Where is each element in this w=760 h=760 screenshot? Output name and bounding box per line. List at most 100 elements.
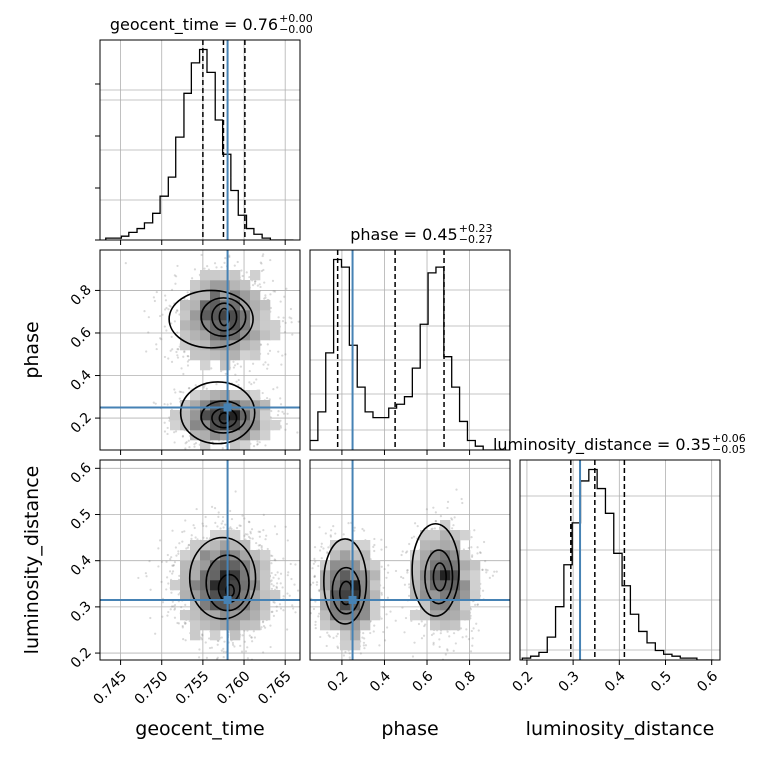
sample-point xyxy=(170,556,173,559)
sample-point xyxy=(152,401,155,404)
sample-point xyxy=(250,636,253,639)
sample-point xyxy=(241,514,244,517)
sample-point xyxy=(279,572,283,575)
sample-point xyxy=(180,606,183,609)
sample-point xyxy=(205,656,209,659)
sample-point xyxy=(190,247,192,249)
density-cell xyxy=(260,570,271,581)
density-cell xyxy=(250,550,261,561)
sample-point xyxy=(439,632,442,635)
sample-point xyxy=(169,349,172,352)
sample-point xyxy=(252,362,255,365)
sample-point xyxy=(234,490,237,493)
sample-point xyxy=(380,593,383,596)
sample-point xyxy=(258,543,262,547)
sample-point xyxy=(249,530,252,533)
sample-point xyxy=(314,620,317,623)
sample-point xyxy=(277,577,280,580)
density-cell xyxy=(220,280,231,291)
sample-point xyxy=(279,582,282,585)
sample-point xyxy=(200,253,203,257)
sample-point xyxy=(270,409,273,413)
sample-point xyxy=(300,672,302,674)
sample-point xyxy=(250,636,253,639)
sample-point xyxy=(215,266,218,269)
sample-point xyxy=(417,622,421,626)
sample-point xyxy=(290,577,293,581)
sample-point xyxy=(190,537,193,540)
sample-point xyxy=(264,296,267,299)
sample-point xyxy=(194,441,198,445)
sample-point xyxy=(175,275,178,278)
density-cell xyxy=(200,330,211,341)
sample-point xyxy=(177,593,180,596)
sample-point xyxy=(318,549,322,552)
density-cell xyxy=(190,290,201,301)
joint-panel-geocent_time-vs-phase xyxy=(95,247,301,455)
sample-point xyxy=(461,501,464,505)
sample-point xyxy=(244,650,248,653)
sample-point xyxy=(232,661,234,663)
sample-point xyxy=(256,284,259,287)
density-contour xyxy=(200,297,247,337)
sample-point xyxy=(203,384,206,387)
density-cell xyxy=(210,300,221,311)
sample-point xyxy=(247,520,251,523)
sample-point xyxy=(171,564,174,567)
density-cell xyxy=(250,590,261,601)
sample-point xyxy=(252,630,255,633)
sample-point xyxy=(170,335,173,338)
sample-point xyxy=(262,268,265,272)
sample-point xyxy=(170,591,173,594)
sample-point xyxy=(245,271,248,274)
sample-point xyxy=(382,630,385,634)
sample-point xyxy=(174,430,178,433)
sample-point xyxy=(157,565,160,568)
density-cell xyxy=(230,430,241,441)
sample-point xyxy=(434,520,437,523)
density-cell xyxy=(220,600,231,611)
sample-point xyxy=(244,533,247,536)
sample-point xyxy=(231,641,235,645)
sample-point xyxy=(279,607,283,610)
sample-point xyxy=(386,626,389,629)
sample-point xyxy=(280,363,283,366)
sample-point xyxy=(254,280,257,283)
sample-point xyxy=(291,333,294,336)
density-cell xyxy=(250,430,261,441)
density-cell xyxy=(250,420,261,431)
sample-point xyxy=(276,582,279,585)
density-cell xyxy=(210,540,221,551)
histogram-step-line xyxy=(521,468,714,660)
density-cell xyxy=(270,420,281,431)
sample-point xyxy=(174,391,177,394)
density-cell xyxy=(270,320,281,331)
sample-point xyxy=(259,285,262,289)
sample-point xyxy=(170,288,174,292)
density-cell xyxy=(220,610,231,621)
sample-point xyxy=(221,520,224,523)
sample-point xyxy=(241,274,244,278)
sample-point xyxy=(163,308,167,311)
density-cell xyxy=(210,620,221,631)
sample-point xyxy=(362,529,366,532)
sample-point xyxy=(273,290,277,293)
density-cell xyxy=(250,270,261,281)
density-cell xyxy=(210,290,221,301)
sample-point xyxy=(161,313,164,316)
density-cell xyxy=(250,560,261,571)
density-cell xyxy=(220,530,231,541)
sample-point xyxy=(380,617,383,620)
sample-point xyxy=(180,367,183,370)
sample-point xyxy=(269,554,272,557)
sample-point xyxy=(326,552,329,555)
density-cell xyxy=(190,280,201,291)
sample-point xyxy=(289,307,293,311)
sample-point xyxy=(224,523,227,526)
density-cell xyxy=(210,280,221,291)
density-cell xyxy=(190,400,201,411)
sample-point xyxy=(177,552,180,555)
panel-background xyxy=(310,250,510,450)
sample-point xyxy=(334,532,337,535)
sample-point xyxy=(273,558,276,561)
